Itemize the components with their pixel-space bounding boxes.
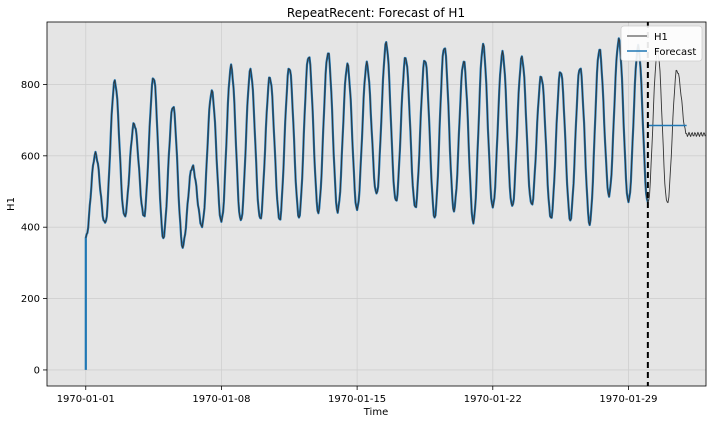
x-tick-label: 1970-01-29 [599,394,657,405]
y-tick-label: 200 [21,294,40,305]
x-axis-title: Time [363,407,388,418]
legend-box [620,25,703,62]
y-axis: 0 200 400 600 800 [21,80,47,376]
x-tick-label: 1970-01-08 [192,394,250,405]
y-tick-label: 600 [21,151,40,162]
y-tick-label: 400 [21,223,40,234]
series-layer [84,37,706,370]
h1-series-line [85,37,706,249]
legend-h1-label: H1 [654,32,668,43]
y-axis-title: H1 [6,197,17,211]
plot-frame [46,21,707,387]
legend: H1 Forecast [620,25,703,62]
y-tick-label: 800 [21,80,40,91]
x-tick-label: 1970-01-22 [464,394,522,405]
legend-forecast-label: Forecast [654,47,696,58]
x-axis: 1970-01-01 1970-01-08 1970-01-15 1970-01-22… [57,386,658,405]
x-tick-label: 1970-01-15 [328,394,386,405]
y-tick-label: 0 [34,365,40,376]
x-tick-label: 1970-01-01 [57,394,115,405]
chart-title: RepeatRecent: Forecast of H1 [287,6,465,20]
